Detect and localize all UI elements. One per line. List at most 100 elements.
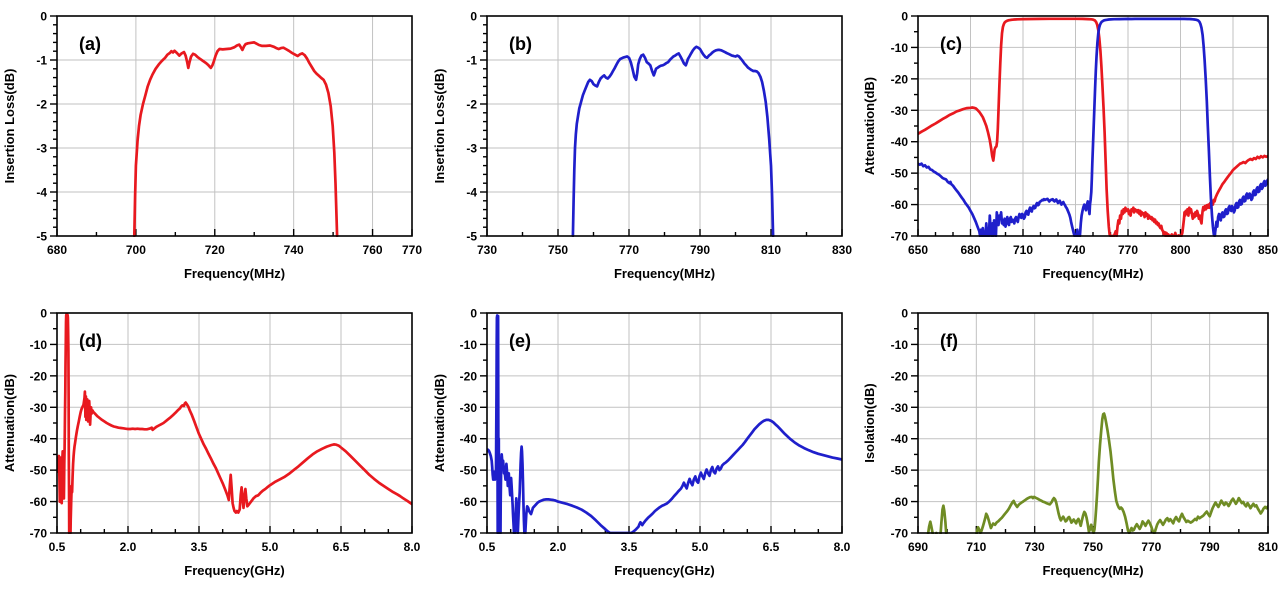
y-tick-label: -5	[466, 230, 477, 244]
x-tick-label: 6.5	[763, 540, 780, 554]
x-tick-label: 770	[1141, 540, 1161, 554]
y-tick-label: -40	[30, 432, 48, 446]
chart-panel-e: 0.5 2.0 3.5 5.0 6.5 8.0 0 -10 -20 -30 -40 -50 -60 -70…	[430, 297, 860, 593]
x-axis-title: Frequency(MHz)	[614, 266, 715, 281]
x-tick-label: 650	[908, 243, 928, 257]
series-band1-insertion-loss	[132, 41, 339, 237]
y-axis-title: Attenuation(dB)	[432, 374, 447, 472]
y-tick-label: -5	[36, 230, 47, 244]
x-axis-title: Frequency(GHz)	[614, 563, 714, 578]
y-axis-title: Insertion Loss(dB)	[432, 69, 447, 184]
y-tick-label: -60	[460, 495, 478, 509]
chart-panel-f: 690 710 730 750 770 790 810 0 -10 -20 -30 -40 -50 -60…	[860, 297, 1280, 593]
panel-letter: (a)	[79, 34, 101, 54]
series-isolation	[926, 412, 1268, 534]
x-axis-title: Frequency(GHz)	[184, 563, 284, 578]
tick-labels: 730 750 770 790 810 830 0 -1 -2 -3 -4 -5	[466, 10, 852, 258]
gridlines	[918, 313, 1268, 533]
x-tick-label: 8.0	[404, 540, 421, 554]
y-tick-label: -50	[891, 464, 909, 478]
x-tick-label: 680	[47, 243, 67, 257]
x-tick-label: 830	[1223, 243, 1243, 257]
y-tick-label: -40	[891, 432, 909, 446]
y-tick-label: -50	[30, 464, 48, 478]
y-tick-label: -20	[30, 369, 48, 383]
x-tick-label: 790	[690, 243, 710, 257]
chart-b-svg: 730 750 770 790 810 830 0 -1 -2 -3 -4 -5 Frequency(M…	[432, 10, 852, 282]
y-tick-label: -40	[891, 135, 909, 149]
x-tick-label: 710	[1013, 243, 1033, 257]
x-tick-label: 770	[402, 243, 422, 257]
panel-letter: (f)	[940, 331, 958, 351]
x-tick-label: 750	[548, 243, 568, 257]
y-tick-label: -2	[36, 98, 47, 112]
x-tick-label: 690	[908, 540, 928, 554]
x-axis-title: Frequency(MHz)	[1042, 266, 1143, 281]
y-tick-label: -70	[30, 527, 48, 541]
y-tick-label: 0	[470, 10, 477, 24]
y-tick-label: -70	[891, 230, 909, 244]
chart-e-svg: 0.5 2.0 3.5 5.0 6.5 8.0 0 -10 -20 -30 -40 -50 -60 -70…	[432, 307, 851, 579]
x-tick-label: 770	[1118, 243, 1138, 257]
tick-labels: 0.5 2.0 3.5 5.0 6.5 8.0 0 -10 -20 -30 -40 -50 -60 -70	[30, 307, 421, 555]
chart-panel-c: 650 680 710 740 770 800 830 850 0 -10 -20 -30 -40 -50…	[860, 0, 1280, 296]
y-tick-label: -1	[466, 54, 477, 68]
chart-d-svg: 0.5 2.0 3.5 5.0 6.5 8.0 0 -10 -20 -30 -40 -50 -60 -70…	[2, 307, 421, 579]
y-tick-label: -60	[891, 198, 909, 212]
panel-letter: (c)	[940, 34, 962, 54]
y-tick-label: -3	[36, 142, 47, 156]
x-tick-label: 800	[1170, 243, 1190, 257]
chart-panel-a: 680 700 720 740 760 770 0 -1 -2 -3 -4 -5 Frequency(M…	[0, 0, 430, 296]
gridlines	[487, 16, 842, 236]
y-tick-label: 0	[40, 10, 47, 24]
x-axis-title: Frequency(MHz)	[184, 266, 285, 281]
x-tick-label: 8.0	[834, 540, 851, 554]
y-tick-label: -1	[36, 54, 47, 68]
x-tick-label: 3.5	[191, 540, 208, 554]
x-tick-label: 710	[966, 540, 986, 554]
x-tick-label: 790	[1200, 540, 1220, 554]
y-tick-label: -40	[460, 432, 478, 446]
plot-frame	[486, 312, 843, 534]
x-tick-label: 750	[1083, 540, 1103, 554]
panel-letter: (b)	[509, 34, 532, 54]
axis-ticks	[911, 312, 1269, 534]
x-tick-label: 0.5	[479, 540, 496, 554]
chart-panel-b: 730 750 770 790 810 830 0 -1 -2 -3 -4 -5 Frequency(M…	[430, 0, 860, 296]
y-axis-title: Isolation(dB)	[862, 383, 877, 462]
series-band1-response	[918, 17, 1268, 237]
plot-frame	[486, 15, 843, 237]
y-tick-label: -30	[460, 401, 478, 415]
gridlines	[57, 16, 412, 236]
axis-ticks	[480, 312, 843, 534]
plot-frame	[917, 15, 1269, 237]
x-tick-label: 2.0	[120, 540, 137, 554]
y-tick-label: 0	[901, 307, 908, 321]
y-tick-label: 0	[40, 307, 47, 321]
x-tick-label: 680	[960, 243, 980, 257]
x-tick-label: 5.0	[262, 540, 279, 554]
chart-panel-d: 0.5 2.0 3.5 5.0 6.5 8.0 0 -10 -20 -30 -40 -50 -60 -70…	[0, 297, 430, 593]
tick-labels: 690 710 730 750 770 790 810 0 -10 -20 -30 -40 -50 -60…	[891, 307, 1279, 555]
tick-labels: 680 700 720 740 760 770 0 -1 -2 -3 -4 -5	[36, 10, 422, 258]
y-tick-label: -10	[460, 338, 478, 352]
x-tick-label: 2.0	[550, 540, 567, 554]
x-tick-label: 6.5	[333, 540, 350, 554]
x-tick-label: 740	[1065, 243, 1085, 257]
tick-labels: 650 680 710 740 770 800 830 850 0 -10 -20 -30 -40 -50…	[891, 10, 1279, 258]
y-tick-label: -50	[460, 464, 478, 478]
y-axis-title: Insertion Loss(dB)	[2, 69, 17, 184]
y-tick-label: -20	[460, 369, 478, 383]
y-tick-label: -20	[891, 369, 909, 383]
gridlines	[487, 313, 842, 533]
y-tick-label: -20	[891, 72, 909, 86]
y-axis-title: Attenuation(dB)	[2, 374, 17, 472]
axis-ticks	[480, 15, 843, 237]
y-tick-label: -30	[30, 401, 48, 415]
x-tick-label: 0.5	[49, 540, 66, 554]
series-band1-wideband	[57, 312, 412, 534]
y-tick-label: -10	[891, 41, 909, 55]
x-tick-label: 770	[619, 243, 639, 257]
y-tick-label: -60	[891, 495, 909, 509]
